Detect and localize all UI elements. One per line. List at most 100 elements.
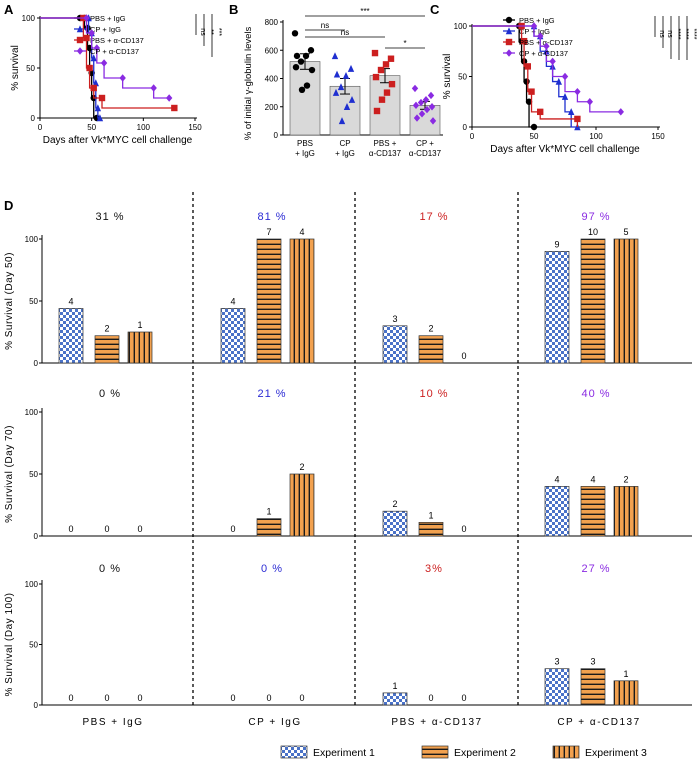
legend-label: CP + α-CD137 (90, 47, 139, 56)
y-tick-label: 600 (265, 46, 279, 55)
percent-label: 0 % (99, 563, 121, 575)
legend-label: Experiment 3 (585, 747, 647, 759)
data-point (88, 29, 95, 37)
count-label: 0 (461, 693, 466, 703)
count-label: 3 (554, 657, 559, 667)
y-tick-label: 100 (454, 22, 468, 31)
bar (58, 308, 84, 364)
count-label: 2 (299, 462, 304, 472)
data-point (429, 117, 437, 125)
percent-label: 97 % (581, 211, 610, 223)
data-point (119, 74, 126, 82)
x-axis-label: Days after Vk*MYC cell challenge (43, 135, 193, 146)
count-label: 0 (230, 693, 235, 703)
data-point (333, 70, 341, 78)
y-tick-label: 100 (25, 235, 39, 244)
legend-label: CP + IgG (90, 25, 121, 34)
y-axis-label: % Survival (Day 100) (4, 593, 15, 697)
data-point (94, 104, 102, 112)
bar (580, 238, 606, 364)
x-tick-label: 0 (38, 123, 43, 132)
data-point (371, 49, 379, 57)
bar (256, 238, 282, 364)
legend-marker (76, 47, 84, 55)
y-tick-label: 100 (25, 408, 39, 417)
bar (256, 518, 282, 537)
data-point (348, 95, 356, 103)
data-point (90, 84, 97, 92)
bar (289, 238, 315, 364)
series-line (40, 17, 97, 119)
data-point (418, 110, 426, 118)
x-tick-label: PBS + (374, 139, 397, 148)
data-point (373, 107, 381, 115)
data-point (338, 117, 346, 125)
legend-label: PBS + α-CD137 (90, 36, 144, 45)
data-point (337, 83, 345, 91)
count-label: 1 (266, 507, 271, 517)
bar (580, 486, 606, 537)
data-point (303, 82, 311, 89)
percent-label: 0 % (99, 388, 121, 400)
data-point (549, 57, 556, 66)
bar (613, 486, 639, 537)
data-point (165, 94, 173, 102)
significance-label: *** (215, 28, 222, 36)
data-point (428, 103, 436, 111)
data-point (423, 105, 431, 114)
y-axis-label: % survival (442, 54, 453, 100)
count-label: 4 (590, 474, 595, 484)
data-point (298, 86, 306, 94)
data-point (528, 88, 535, 95)
bar (382, 510, 408, 537)
legend-marker (505, 27, 513, 35)
bar (418, 522, 444, 537)
x-tick-label: CP (339, 139, 350, 148)
data-point (100, 59, 108, 67)
bar (382, 692, 408, 706)
y-tick-label: 50 (29, 297, 38, 306)
category-label: CP + IgG (248, 717, 301, 728)
data-point (543, 42, 550, 50)
bar (613, 680, 639, 706)
data-point (427, 91, 435, 100)
data-point (377, 66, 385, 74)
bar (418, 335, 444, 364)
y-tick-label: 100 (22, 14, 36, 23)
data-point (388, 80, 396, 88)
data-point (537, 32, 544, 40)
data-point (291, 30, 299, 37)
data-point (297, 58, 305, 65)
percent-label: 3% (425, 563, 443, 575)
legend-swatch (280, 745, 308, 759)
bar (544, 486, 570, 537)
x-tick-label: + IgG (335, 149, 355, 158)
significance-label: ns (666, 30, 673, 38)
data-point (90, 54, 97, 62)
y-axis-label: % Survival (Day 50) (4, 252, 15, 350)
data-point (171, 104, 178, 112)
category-label: PBS + α-CD137 (391, 717, 482, 728)
x-tick-label: CP + (416, 139, 434, 148)
count-label: 1 (392, 681, 397, 691)
legend-marker (76, 36, 84, 44)
x-tick-label: 50 (87, 123, 96, 132)
data-point (520, 37, 528, 45)
x-tick-label: 100 (589, 132, 603, 141)
bar (94, 335, 120, 364)
legend-label: PBS + α-CD137 (519, 38, 573, 47)
data-point (308, 66, 316, 74)
count-label: 5 (623, 227, 628, 237)
count-label: 0 (266, 693, 271, 703)
y-tick-label: 50 (29, 470, 38, 479)
bar (289, 61, 321, 136)
data-point (86, 64, 93, 72)
data-point (382, 61, 390, 68)
y-tick-label: 0 (463, 123, 468, 132)
legend-marker (76, 25, 84, 33)
data-point (342, 71, 350, 79)
data-point (555, 77, 562, 85)
data-point (331, 52, 339, 60)
data-point (150, 84, 157, 92)
